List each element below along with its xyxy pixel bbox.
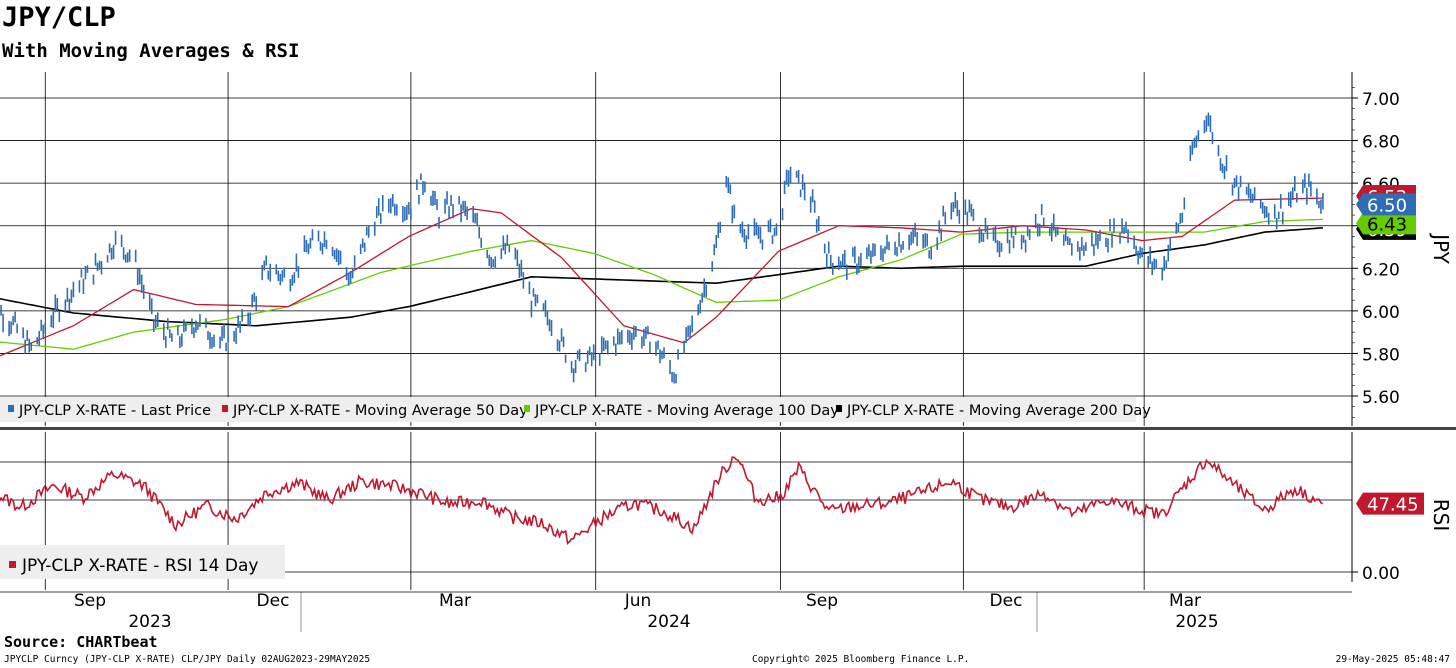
- legend-swatch-3: [836, 405, 842, 412]
- x-tick-label: Sep: [74, 591, 106, 611]
- price-axis-label: JPY: [1429, 232, 1453, 265]
- rsi-axis-label: RSI: [1429, 499, 1453, 532]
- legend-swatch-2: [524, 405, 530, 412]
- legend-swatch-1: [222, 405, 228, 412]
- ma-line-1: [0, 197, 1323, 357]
- panel-separator: [0, 427, 1456, 430]
- x-year-label: 2023: [128, 612, 171, 632]
- chart-subtitle: With Moving Averages & RSI: [2, 40, 300, 62]
- rsi-legend-box: [0, 545, 285, 579]
- rsi-line: [0, 456, 1324, 546]
- x-year-label: 2024: [647, 612, 690, 632]
- rsi-marks: [0, 456, 1324, 546]
- x-tick-label: Dec: [257, 591, 290, 611]
- x-tick-label: Dec: [990, 591, 1023, 611]
- x-tick-label: Sep: [806, 591, 838, 611]
- price-tick-label: 6.20: [1362, 260, 1400, 280]
- ma-line-2: [0, 218, 1323, 350]
- last-value-tag-shape: [1356, 193, 1416, 216]
- price-tick-label: 7.00: [1362, 90, 1400, 110]
- source-note: Source: CHARTbeat: [4, 633, 158, 651]
- last-value-tag-0: 6.50: [1356, 193, 1416, 216]
- price-marks: [0, 112, 1324, 384]
- legend-label-1: JPY-CLP X-RATE - Moving Average 50 Day: [232, 403, 528, 419]
- rsi-last-value-tag: 47.45: [1356, 492, 1424, 516]
- footer-timestamp: 29-May-2025 05:48:47: [1335, 654, 1450, 665]
- x-year-label: 2025: [1175, 612, 1218, 632]
- legend-label-3: JPY-CLP X-RATE - Moving Average 200 Day: [846, 403, 1151, 419]
- price-legend-box: [0, 397, 1136, 422]
- last-value-tag-shape: [1356, 212, 1416, 235]
- legend-swatch-0: [8, 405, 14, 412]
- chart-title: JPY/CLP: [2, 2, 116, 33]
- rsi-tick-label: 0.00: [1362, 564, 1400, 584]
- x-tick-label: Jun: [624, 591, 652, 611]
- legend-label-2: JPY-CLP X-RATE - Moving Average 100 Day: [534, 403, 839, 419]
- rsi-last-value-tag-shape: [1356, 492, 1424, 515]
- footer-copyright: Copyright© 2025 Bloomberg Finance L.P.: [752, 654, 970, 665]
- legend-label-0: JPY-CLP X-RATE - Last Price: [18, 403, 211, 419]
- ma-line-3: [0, 227, 1323, 327]
- price-tick-label: 6.00: [1362, 303, 1400, 323]
- last-value-tag-2: 6.43: [1356, 212, 1416, 235]
- x-tick-label: Mar: [1169, 591, 1201, 611]
- price-tick-label: 6.80: [1362, 133, 1400, 153]
- footer-security: JPYCLP Curncy (JPY-CLP X-RATE) CLP/JPY D…: [4, 654, 371, 665]
- legends: JPY-CLP X-RATE - Last Price JPY-CLP X-RAT…: [0, 397, 1151, 579]
- rsi-last-value-tag-label: 47.45: [1367, 495, 1419, 516]
- rsi-legend-label: JPY-CLP X-RATE - RSI 14 Day: [21, 556, 258, 576]
- last-value-tag-label: 6.50: [1367, 195, 1407, 216]
- axes: 7.006.806.606.406.206.005.805.60JPY0.00R…: [0, 72, 1456, 632]
- price-grid: [0, 72, 1352, 426]
- x-tick-label: Mar: [439, 591, 471, 611]
- price-tick-label: 5.60: [1362, 388, 1400, 408]
- rsi-legend-swatch: [9, 561, 16, 568]
- price-tick-label: 5.80: [1362, 345, 1400, 365]
- last-value-tag-label: 6.43: [1367, 214, 1407, 235]
